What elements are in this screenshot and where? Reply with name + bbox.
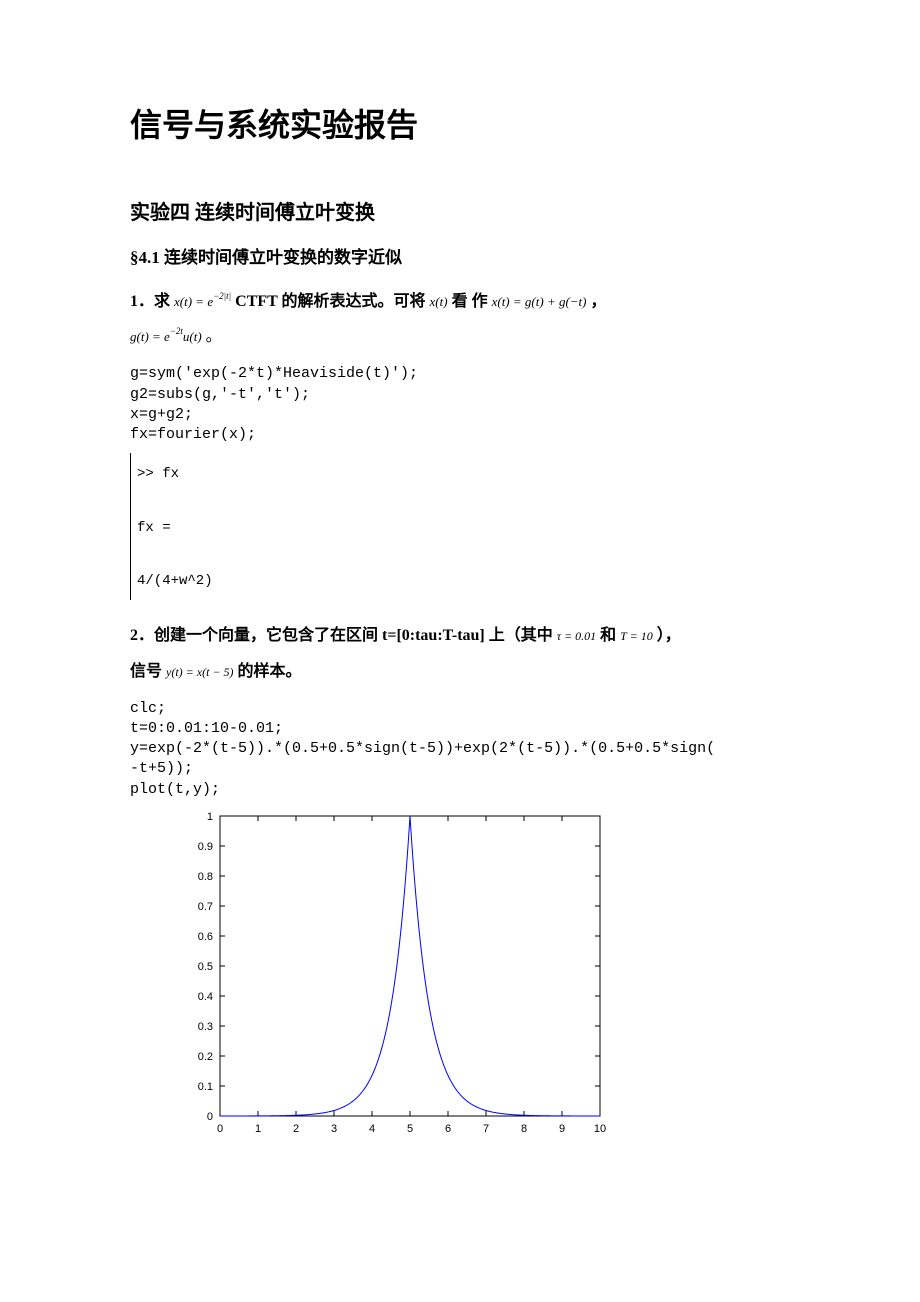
q1-line2-tail: 。	[206, 328, 222, 345]
q2-line2-tail: 的样本。	[238, 663, 302, 680]
code-block-2: clc; t=0:0.01:10-0.01; y=exp(-2*(t-5)).*…	[130, 699, 790, 800]
q2-eq-tau: τ = 0.01	[557, 629, 596, 643]
svg-text:10: 10	[594, 1123, 606, 1135]
svg-text:6: 6	[445, 1123, 451, 1135]
matlab-output: >> fx fx = 4/(4+w^2)	[130, 453, 790, 600]
q1-tail: ，	[591, 293, 607, 310]
svg-text:9: 9	[559, 1123, 565, 1135]
svg-text:0: 0	[217, 1123, 223, 1135]
q1-eq-g: g(t) = e−2tu(t)	[130, 329, 202, 344]
svg-text:2: 2	[293, 1123, 299, 1135]
q1-mid2: 看 作	[452, 293, 492, 310]
svg-text:1: 1	[255, 1123, 261, 1135]
svg-text:0.6: 0.6	[198, 931, 213, 943]
q2-tail1: ），	[657, 627, 681, 644]
q1-mid1: CTFT 的解析表达式。可将	[235, 293, 425, 310]
code-block-1: g=sym('exp(-2*t)*Heaviside(t)'); g2=subs…	[130, 364, 790, 445]
chart-svg: 0 1 2 3 4 5 6 7 8 9 10 0 0.1 0.2 0.3 0.4 0.5 0.6 0.7 0.8 0.9…	[170, 808, 610, 1138]
svg-text:1: 1	[207, 811, 213, 823]
svg-text:0.1: 0.1	[198, 1081, 213, 1093]
q2-line2-lead: 信号	[130, 663, 162, 680]
svg-text:0.4: 0.4	[198, 991, 213, 1003]
svg-text:0.8: 0.8	[198, 871, 213, 883]
q1-eq-xt: x(t) = e−2|t|	[174, 294, 231, 309]
q1-eq-gt: x(t) = g(t) + g(−t)	[492, 294, 587, 309]
q1-eq-xt2: x(t)	[430, 294, 448, 309]
svg-text:3: 3	[331, 1123, 337, 1135]
q1-lead: 1．求	[130, 293, 170, 310]
plot-chart: 0 1 2 3 4 5 6 7 8 9 10 0 0.1 0.2 0.3 0.4 0.5 0.6 0.7 0.8 0.9…	[170, 808, 610, 1138]
svg-text:0.9: 0.9	[198, 841, 213, 853]
question-1: 1．求 x(t) = e−2|t| CTFT 的解析表达式。可将 x(t) 看 …	[130, 284, 790, 354]
experiment-subtitle: 实验四 连续时间傅立叶变换	[130, 196, 790, 225]
svg-text:5: 5	[407, 1123, 413, 1135]
q2-mid: 和	[600, 627, 616, 644]
svg-text:8: 8	[521, 1123, 527, 1135]
svg-text:0.2: 0.2	[198, 1051, 213, 1063]
svg-text:0.5: 0.5	[198, 961, 213, 973]
svg-text:0.7: 0.7	[198, 901, 213, 913]
section-4-1-heading: §4.1 连续时间傅立叶变换的数字近似	[130, 243, 790, 268]
question-2: 2．创建一个向量，它包含了在区间 t=[0:tau:T-tau] 上（其中 τ …	[130, 618, 790, 688]
svg-text:4: 4	[369, 1123, 375, 1135]
svg-text:0.3: 0.3	[198, 1021, 213, 1033]
q2-lead: 2．创建一个向量，它包含了在区间 t=[0:tau:T-tau] 上（其中	[130, 627, 553, 644]
q2-eq-y: y(t) = x(t − 5)	[166, 665, 234, 679]
q2-eq-T: T = 10	[620, 629, 653, 643]
svg-text:7: 7	[483, 1123, 489, 1135]
page-title: 信号与系统实验报告	[130, 100, 790, 146]
svg-text:0: 0	[207, 1111, 213, 1123]
